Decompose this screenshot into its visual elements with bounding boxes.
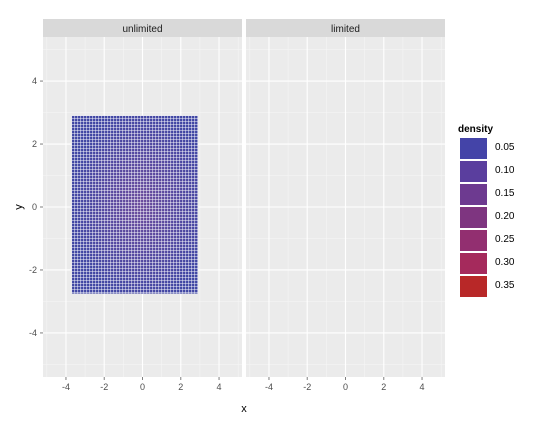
x-tick-label: -4	[62, 382, 70, 392]
facet-strip	[43, 19, 242, 37]
x-tick-label: -2	[303, 382, 311, 392]
x-tick-label: 4	[217, 382, 222, 392]
x-tick-label: 4	[420, 382, 425, 392]
legend-label: 0.25	[495, 234, 515, 245]
legend-title: density	[458, 124, 494, 135]
facet-strip-label: limited	[331, 24, 360, 35]
x-tick-label: -4	[265, 382, 273, 392]
legend-item: 0.25	[458, 229, 528, 252]
x-axis-title: x	[241, 403, 247, 415]
x-tick-label: 0	[343, 382, 348, 392]
y-tick-label: 4	[32, 76, 37, 86]
x-tick-label: -2	[100, 382, 108, 392]
x-tick-label: 2	[178, 382, 183, 392]
legend-label: 0.20	[495, 211, 515, 222]
legend: density 0.05 0.10 0.15 0.20 0.25 0.30 0.35	[458, 124, 528, 298]
x-tick-label: 0	[140, 382, 145, 392]
legend-item: 0.20	[458, 206, 528, 229]
y-tick-label: -2	[29, 265, 37, 275]
legend-item: 0.05	[458, 137, 528, 160]
x-tick-label: 2	[381, 382, 386, 392]
legend-key	[459, 252, 488, 275]
facet-strip-label: unlimited	[122, 24, 162, 35]
legend-label: 0.35	[495, 280, 515, 291]
legend-item: 0.30	[458, 252, 528, 275]
legend-label: 0.10	[495, 165, 515, 176]
y-tick-label: 0	[32, 202, 37, 212]
legend-item: 0.15	[458, 183, 528, 206]
legend-key	[459, 137, 488, 160]
legend-label: 0.05	[495, 142, 515, 153]
legend-item: 0.10	[458, 160, 528, 183]
legend-label: 0.30	[495, 257, 515, 268]
facet-strip	[246, 19, 445, 37]
legend-key	[459, 183, 488, 206]
legend-key	[459, 206, 488, 229]
y-tick-label: -4	[29, 328, 37, 338]
y-axis-title: y	[13, 204, 25, 210]
legend-key	[459, 275, 488, 298]
legend-item: 0.35	[458, 275, 528, 298]
legend-key	[459, 229, 488, 252]
y-tick-label: 2	[32, 139, 37, 149]
legend-key	[459, 160, 488, 183]
legend-label: 0.15	[495, 188, 515, 199]
